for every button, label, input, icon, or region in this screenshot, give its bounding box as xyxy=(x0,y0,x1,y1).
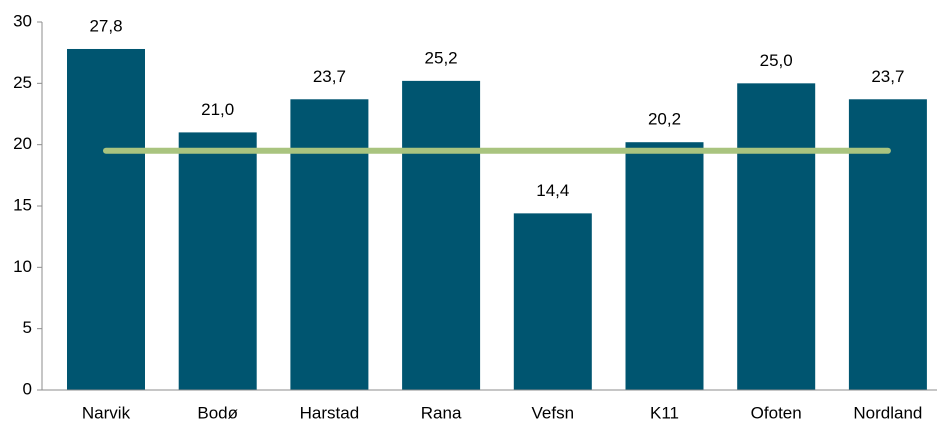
value-label: 25,0 xyxy=(760,51,793,70)
bar xyxy=(625,142,704,390)
bar xyxy=(178,132,257,390)
bar xyxy=(402,80,481,390)
value-label: 14,4 xyxy=(536,181,569,200)
x-tick-label: Vefsn xyxy=(532,403,575,422)
value-label: 20,2 xyxy=(648,110,681,129)
y-tick-label: 25 xyxy=(13,73,32,92)
bar xyxy=(67,48,145,391)
y-tick-label: 0 xyxy=(23,379,32,398)
value-label: 23,7 xyxy=(313,67,346,86)
y-tick-label: 10 xyxy=(13,257,32,276)
x-tick-label: Nordland xyxy=(853,403,922,422)
y-tick-label: 20 xyxy=(13,134,32,153)
y-tick-label: 30 xyxy=(13,11,32,30)
value-label: 23,7 xyxy=(871,67,904,86)
x-tick-label: Narvik xyxy=(82,403,131,422)
y-tick-label: 15 xyxy=(13,195,32,214)
x-tick-label: Ofoten xyxy=(751,403,802,422)
y-tick-label: 5 xyxy=(23,318,32,337)
value-label: 25,2 xyxy=(425,48,458,67)
value-label: 21,0 xyxy=(201,100,234,119)
bar xyxy=(848,99,927,390)
x-tick-label: Harstad xyxy=(300,403,360,422)
x-tick-label: Rana xyxy=(421,403,462,422)
bar xyxy=(737,83,816,390)
bar xyxy=(513,213,592,390)
bar xyxy=(290,99,369,390)
x-tick-label: Bodø xyxy=(197,403,238,422)
value-label: 27,8 xyxy=(89,16,122,35)
x-tick-label: K11 xyxy=(650,403,679,422)
